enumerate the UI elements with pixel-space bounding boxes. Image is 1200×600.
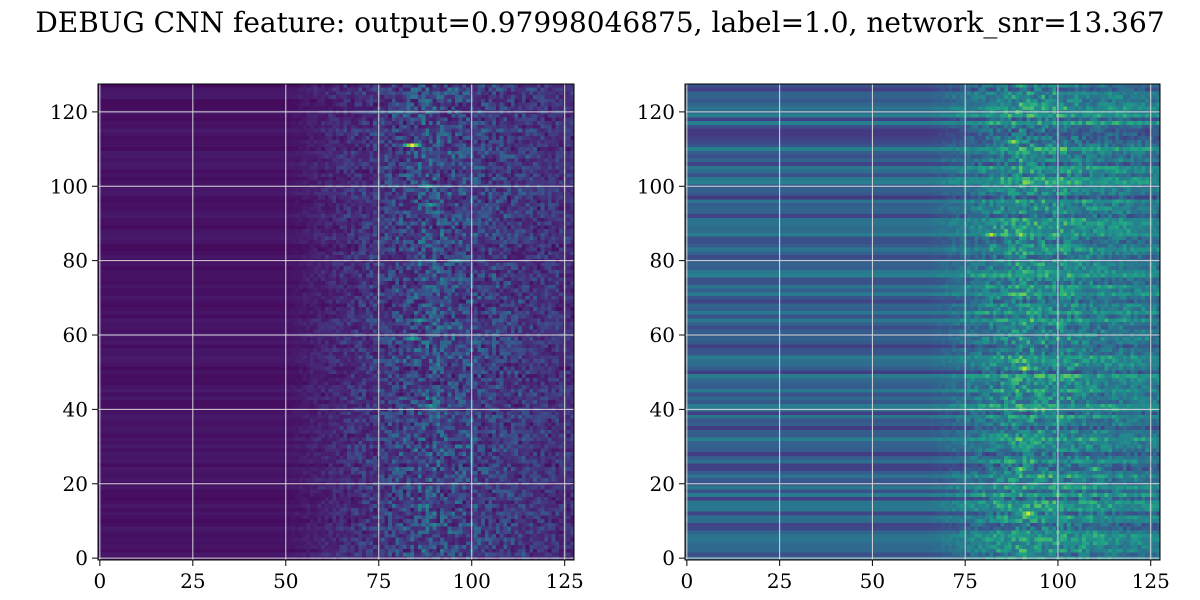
y-tick-label: 80 [650,249,675,273]
x-tick-label: 125 [1132,569,1170,593]
heatmap-cells [98,84,574,560]
x-tick-label: 75 [952,569,977,593]
y-tick-label: 60 [63,323,88,347]
x-tick-label: 125 [546,569,584,593]
y-tick-label: 20 [650,472,675,496]
heatmap-cells [685,84,1160,560]
y-tick-label: 120 [50,100,88,124]
axes-frame [97,83,575,561]
x-tick-label: 0 [93,569,106,593]
x-tick-label: 50 [860,569,885,593]
x-tick-label: 25 [767,569,792,593]
x-tick-label: 25 [180,569,205,593]
y-tick-label: 0 [662,546,675,570]
y-tick-label: 20 [63,472,88,496]
y-tick-label: 40 [63,397,88,421]
y-tick-label: 100 [637,174,675,198]
y-tick-label: 60 [650,323,675,347]
heatmap-right: 0 25 50 75 100 125 0 20 40 60 80 100 120 [637,83,1170,593]
x-tick-label: 0 [680,569,693,593]
heatmap-left: 0 25 50 75 100 125 0 20 40 60 80 100 120 [50,83,584,593]
axes-frame [684,83,1161,561]
y-tick-label: 0 [75,546,88,570]
y-tick-label: 100 [50,174,88,198]
figure-title: DEBUG CNN feature: output=0.97998046875,… [35,6,1165,39]
y-tick-label: 40 [650,397,675,421]
y-tick-label: 120 [637,100,675,124]
x-tick-label: 75 [366,569,391,593]
x-tick-label: 100 [1039,569,1077,593]
x-tick-label: 50 [273,569,298,593]
y-tick-label: 80 [63,249,88,273]
x-tick-label: 100 [453,569,491,593]
